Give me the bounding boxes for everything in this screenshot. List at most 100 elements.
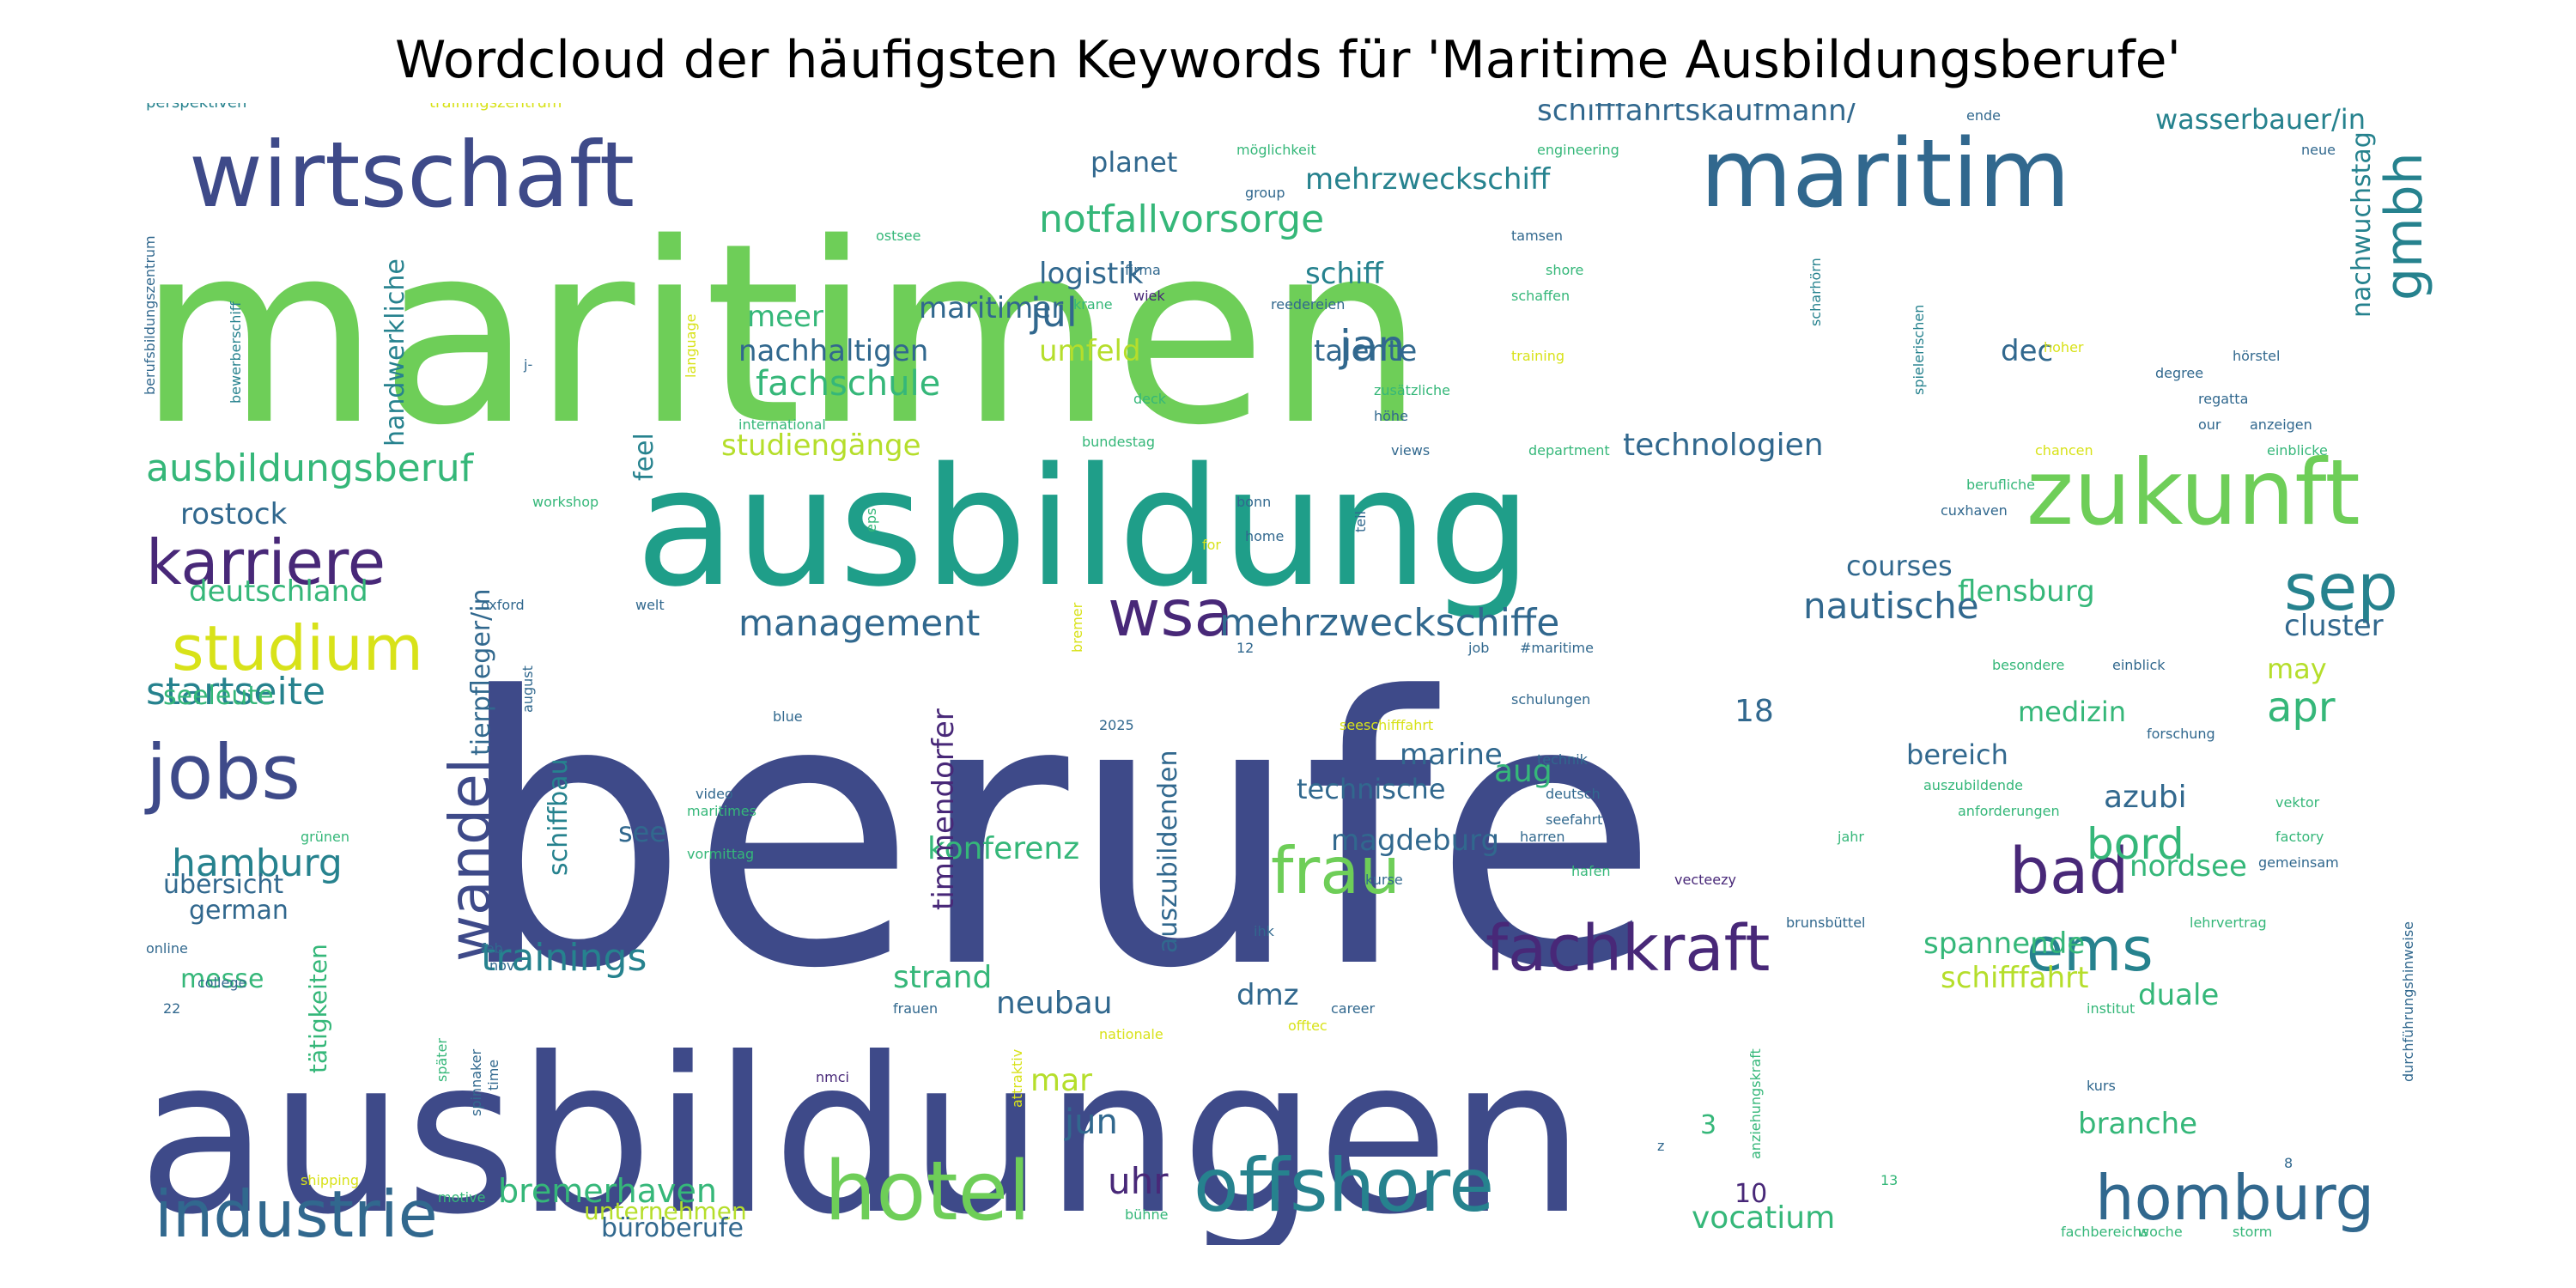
word-89: tätigkeiten [304, 944, 332, 1073]
word-53: spannende [1923, 927, 2085, 961]
word-22: mehrzweckschiffe [1219, 601, 1559, 645]
word-92: 10 [1735, 1179, 1767, 1209]
word-62: 18 [1735, 694, 1774, 729]
word-180: nationale [1099, 1026, 1163, 1042]
word-35: fachschule [756, 364, 940, 404]
word-106: schaffen [1511, 288, 1570, 304]
word-4: wirtschaft [189, 123, 635, 228]
word-174: lehrvertrag [2190, 914, 2267, 931]
word-154: technik [1537, 751, 1589, 768]
word-23: notfallvorsorge [1039, 197, 1324, 241]
word-93: 3 [1700, 1110, 1716, 1140]
word-156: seefahrt [1546, 811, 1602, 828]
word-82: schifffahrtskaufmann/ [1537, 103, 1857, 128]
word-74: umfeld [1039, 334, 1141, 368]
word-176: 22 [163, 1000, 180, 1017]
word-50: dmz [1236, 978, 1299, 1012]
word-158: forschung [2147, 726, 2215, 742]
word-86: übersicht [163, 870, 283, 900]
word-122: international [738, 416, 826, 433]
word-69: handwerkliche [380, 258, 410, 447]
word-66: may [2267, 653, 2327, 685]
word-139: welt [635, 597, 665, 613]
word-102: neue [2301, 142, 2336, 158]
word-30: hamburg [172, 841, 343, 885]
word-99: engineering [1537, 142, 1619, 158]
word-162: jahr [1837, 829, 1864, 845]
word-48: jun [1064, 1103, 1118, 1142]
word-26: management [738, 602, 980, 644]
word-25: startseite [146, 670, 325, 714]
word-0: maritimen [137, 191, 1425, 480]
word-168: grünen [301, 829, 349, 845]
word-72: maritimer [919, 291, 1063, 325]
word-2: ausbildungen [137, 1012, 1585, 1245]
word-169: online [146, 940, 188, 957]
word-133: bonn [1236, 494, 1271, 510]
word-118: anzeigen [2250, 416, 2312, 433]
word-152: seeschifffahrt [1340, 717, 1433, 733]
word-170: feb [481, 940, 503, 957]
word-130: berufliche [1966, 477, 2035, 493]
word-177: frauen [893, 1000, 938, 1017]
word-138: oxford [481, 597, 525, 613]
word-183: anziehungskraft [1747, 1048, 1764, 1159]
word-76: logistik [1039, 257, 1144, 291]
word-101: ende [1966, 107, 2001, 124]
word-132: workshop [532, 494, 598, 510]
word-108: krane [1073, 296, 1113, 313]
word-27: nautische [1803, 585, 1979, 627]
word-79: dec [2001, 334, 2053, 368]
word-103: ostsee [876, 228, 920, 244]
word-199: z [1657, 1138, 1664, 1154]
word-17: ems [2026, 914, 2154, 985]
word-15: fachkraft [1485, 912, 1770, 986]
word-171: nov [489, 957, 514, 974]
word-71: meer [747, 300, 823, 334]
word-117: regatta [2198, 391, 2248, 407]
word-116: hörstel [2233, 348, 2280, 364]
word-87: german [189, 896, 289, 926]
word-175: college [197, 975, 246, 991]
word-24: ausbildungsberuf [146, 447, 475, 490]
word-85: seeleute [163, 681, 274, 711]
word-157: harren [1520, 829, 1564, 845]
word-107: firma [1125, 262, 1161, 278]
word-46: strand [893, 960, 992, 995]
word-54: schifffahrt [1941, 961, 2089, 995]
word-155: deutsch [1546, 786, 1601, 802]
word-84: planet [1091, 146, 1177, 179]
word-189: kurs [2087, 1078, 2116, 1094]
word-60: medizin [2018, 696, 2126, 728]
word-42: technische [1297, 773, 1446, 805]
word-16: bad [2009, 835, 2129, 908]
word-28: technologien [1623, 428, 1824, 463]
word-149: maritimes [687, 803, 756, 819]
word-29: trainings [481, 936, 647, 980]
word-43: auszubildenden [1153, 750, 1183, 953]
word-37: apr [2267, 683, 2336, 732]
word-178: career [1331, 1000, 1376, 1017]
word-113: spielerischen [1911, 305, 1927, 395]
word-32: rostock [180, 497, 288, 532]
word-111: training [1511, 348, 1564, 364]
word-188: attraktiv [1009, 1049, 1025, 1108]
word-167: gemeinsam [2258, 854, 2339, 871]
word-161: vektor [2275, 794, 2320, 811]
word-197: 8 [2284, 1155, 2293, 1171]
word-144: einblick [2112, 657, 2166, 673]
word-150: vormittag [687, 846, 754, 862]
word-90: unternehmen [584, 1197, 747, 1225]
word-96: berufsbildungszentrum [142, 235, 158, 395]
word-91: büroberufe [601, 1213, 744, 1243]
word-137: eps [863, 508, 879, 532]
word-3: ausbildung [635, 433, 1532, 623]
word-184: nmci [816, 1069, 849, 1085]
word-163: factory [2275, 829, 2324, 845]
word-126: bundestag [1082, 434, 1155, 450]
word-78: talente [1314, 334, 1417, 368]
word-1: berufe [455, 620, 1660, 1049]
word-194: fachbereichs [2061, 1224, 2148, 1240]
word-75: studiengänge [721, 428, 921, 463]
word-81: mehrzweckschiff [1305, 162, 1552, 197]
